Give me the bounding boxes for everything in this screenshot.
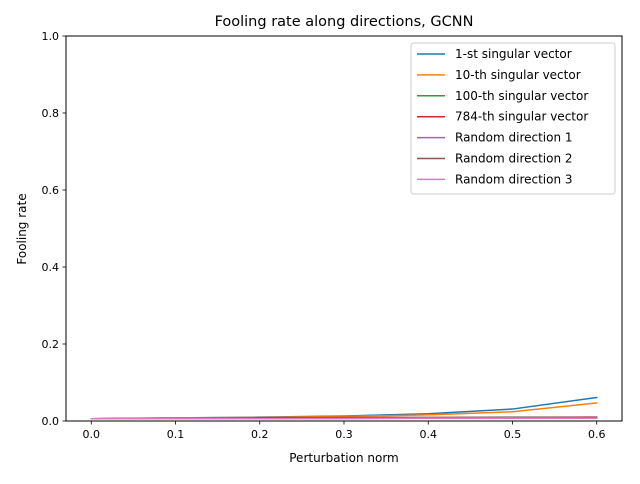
legend-label-6: Random direction 2 <box>455 152 573 166</box>
y-tick-label: 0.6 <box>42 184 60 197</box>
legend-label-3: 100-th singular vector <box>455 89 588 103</box>
x-tick-label: 0.3 <box>335 428 353 441</box>
legend-label-2: 10-th singular vector <box>455 68 581 82</box>
y-tick-label: 0.0 <box>42 415 60 428</box>
y-tick-label: 0.8 <box>42 107 60 120</box>
legend-label-7: Random direction 3 <box>455 172 573 186</box>
y-tick-label: 0.4 <box>42 261 60 274</box>
legend-label-5: Random direction 1 <box>455 131 573 145</box>
legend-label-1: 1-st singular vector <box>455 47 572 61</box>
x-tick-label: 0.4 <box>419 428 437 441</box>
x-tick-label: 0.1 <box>167 428 185 441</box>
x-tick-label: 0.5 <box>504 428 522 441</box>
legend: 1-st singular vector 10-th singular vecto… <box>411 43 615 194</box>
x-tick-label: 0.6 <box>588 428 606 441</box>
y-tick-label: 0.2 <box>42 338 60 351</box>
x-tick-label: 0.0 <box>83 428 101 441</box>
legend-label-4: 784-th singular vector <box>455 110 588 124</box>
x-tick-label: 0.2 <box>251 428 269 441</box>
y-axis-label: Fooling rate <box>15 193 29 264</box>
chart-title: Fooling rate along directions, GCNN <box>215 14 474 30</box>
x-axis-label: Perturbation norm <box>289 451 399 465</box>
y-tick-label: 1.0 <box>42 30 60 43</box>
